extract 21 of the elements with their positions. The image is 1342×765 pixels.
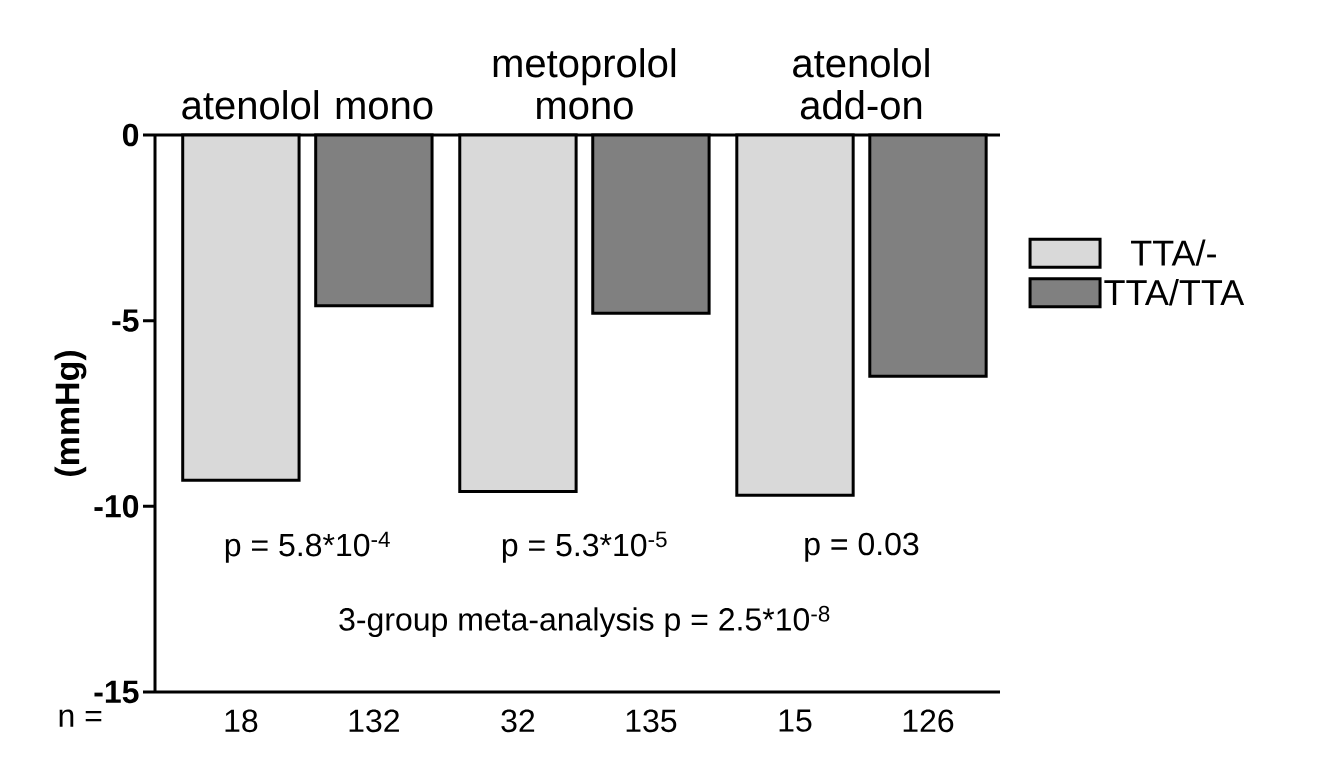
text: 132	[349, 709, 399, 733]
annotation: p = 0.03	[805, 532, 919, 562]
annotation: p = 5.3*10$^{-5}$	[502, 531, 667, 563]
x-tick-label: atenolol add-on	[793, 48, 929, 120]
text: 126	[903, 709, 954, 733]
text: 15	[779, 709, 812, 732]
y-tick-label: 0	[122, 123, 139, 147]
x-tick-label: atenolol mono	[182, 90, 433, 120]
y-tick-label: -15	[94, 680, 139, 704]
annotation: 3-group meta-analysis p = 2.5*10$^{-8}$	[339, 605, 830, 638]
y-axis-title: (mmHg)	[54, 350, 87, 477]
text: 32	[501, 709, 535, 733]
text: 18	[225, 709, 258, 733]
y-tick-label: -5	[112, 309, 139, 332]
legend-label: TTA/TTA	[1104, 279, 1245, 306]
annotation: p = 5.8*10$^{-4}$	[225, 531, 390, 563]
text: 135	[626, 709, 677, 733]
y-tick-label: -10	[94, 495, 139, 518]
text: n =	[59, 709, 102, 727]
legend-label: TTA/-	[1131, 239, 1216, 266]
x-tick-label: metoprolol mono	[493, 48, 676, 120]
